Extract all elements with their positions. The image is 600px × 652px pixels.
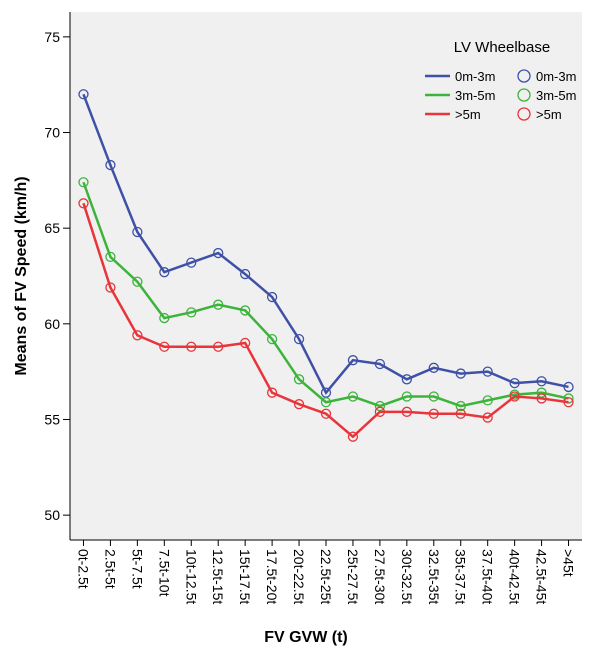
x-tick-label: 20t-22.5t bbox=[291, 549, 307, 604]
y-tick-label: 50 bbox=[44, 507, 60, 523]
x-tick-label: 25t-27.5t bbox=[345, 549, 361, 604]
data-point bbox=[563, 393, 574, 404]
data-point bbox=[536, 393, 547, 404]
data-point bbox=[347, 355, 359, 366]
data-point bbox=[132, 276, 143, 287]
data-point bbox=[347, 391, 359, 402]
data-point bbox=[293, 399, 305, 410]
x-tick-label: 27.5t-30t bbox=[372, 549, 388, 604]
data-point bbox=[186, 257, 197, 268]
data-point bbox=[78, 198, 89, 209]
y-tick-label: 70 bbox=[44, 125, 60, 141]
data-point bbox=[293, 333, 305, 345]
x-tick-label: 40t-42.5t bbox=[507, 549, 523, 604]
legend-label: >5m bbox=[455, 107, 481, 122]
data-point bbox=[320, 397, 332, 408]
x-tick-label: 42.5t-45t bbox=[534, 549, 550, 604]
data-point bbox=[240, 268, 251, 280]
data-point bbox=[132, 226, 143, 238]
legend-label: >5m bbox=[536, 107, 562, 122]
data-point bbox=[509, 377, 520, 389]
data-point bbox=[186, 307, 197, 318]
data-point bbox=[159, 267, 170, 278]
series-line bbox=[82, 202, 569, 439]
legend-label: 0m-3m bbox=[536, 69, 576, 84]
legend-label: 3m-5m bbox=[455, 88, 495, 103]
data-point bbox=[401, 406, 412, 417]
legend-marker bbox=[517, 107, 531, 121]
series-line bbox=[82, 181, 569, 408]
data-point bbox=[159, 341, 170, 352]
data-point bbox=[509, 391, 520, 402]
data-point bbox=[132, 330, 143, 341]
data-point bbox=[213, 247, 224, 259]
data-point bbox=[428, 408, 439, 419]
y-tick-label: 65 bbox=[44, 220, 60, 236]
data-point bbox=[428, 362, 439, 373]
data-point bbox=[374, 406, 386, 417]
x-tick-label: 15t-17.5t bbox=[237, 549, 253, 604]
data-point bbox=[105, 251, 116, 263]
data-point bbox=[320, 408, 332, 419]
data-point bbox=[482, 395, 493, 406]
data-point bbox=[455, 368, 466, 379]
data-point bbox=[482, 366, 493, 377]
data-point bbox=[240, 305, 251, 316]
data-point bbox=[563, 381, 574, 393]
legend-marker bbox=[517, 69, 531, 83]
data-point bbox=[482, 412, 493, 423]
data-point bbox=[266, 387, 278, 398]
data-point bbox=[105, 159, 116, 171]
data-point bbox=[428, 391, 439, 402]
data-point bbox=[401, 374, 412, 385]
x-tick-label: 30t-32.5t bbox=[399, 549, 415, 604]
data-point bbox=[374, 358, 386, 370]
data-point bbox=[213, 341, 224, 352]
data-point bbox=[105, 282, 116, 293]
y-axis-label: Means of FV Speed (km/h) bbox=[13, 176, 30, 375]
plot-area bbox=[70, 12, 582, 540]
x-tick-label: 37.5t-40t bbox=[480, 549, 496, 604]
data-point bbox=[455, 400, 466, 412]
x-tick-label: 17.5t-20t bbox=[264, 549, 280, 604]
data-point bbox=[240, 337, 251, 349]
data-point bbox=[293, 374, 305, 385]
data-point bbox=[266, 333, 278, 345]
data-point bbox=[401, 391, 412, 402]
x-axis-label: FV GVW (t) bbox=[264, 629, 348, 646]
data-point bbox=[78, 177, 89, 188]
x-tick-label: 22.5t-25t bbox=[318, 549, 334, 604]
y-tick-label: 75 bbox=[44, 29, 60, 45]
x-tick-label: >45t bbox=[561, 549, 577, 577]
data-point bbox=[213, 299, 224, 310]
legend-marker bbox=[517, 88, 531, 102]
x-tick-label: 32.5t-35t bbox=[426, 549, 442, 604]
data-point bbox=[266, 291, 278, 303]
data-point bbox=[159, 312, 170, 324]
x-tick-label: 12.5t-15t bbox=[210, 549, 226, 604]
x-tick-label: 5t-7.5t bbox=[129, 549, 145, 589]
x-tick-label: 2.5t-5t bbox=[102, 549, 118, 589]
data-point bbox=[563, 397, 574, 408]
y-tick-label: 55 bbox=[44, 411, 60, 427]
legend-label: 3m-5m bbox=[536, 88, 576, 103]
data-point bbox=[186, 341, 197, 352]
y-tick-label: 60 bbox=[44, 316, 60, 332]
data-point bbox=[78, 89, 89, 100]
x-tick-label: 35t-37.5t bbox=[453, 549, 469, 604]
x-tick-label: 0t-2.5t bbox=[75, 549, 91, 589]
data-point bbox=[347, 431, 359, 442]
series-line bbox=[82, 93, 569, 395]
legend-title: LV Wheelbase bbox=[454, 39, 550, 56]
data-point bbox=[455, 408, 466, 419]
data-point bbox=[536, 376, 547, 387]
x-tick-label: 7.5t-10t bbox=[156, 549, 172, 597]
x-tick-label: 10t-12.5t bbox=[183, 549, 199, 604]
legend-label: 0m-3m bbox=[455, 69, 495, 84]
